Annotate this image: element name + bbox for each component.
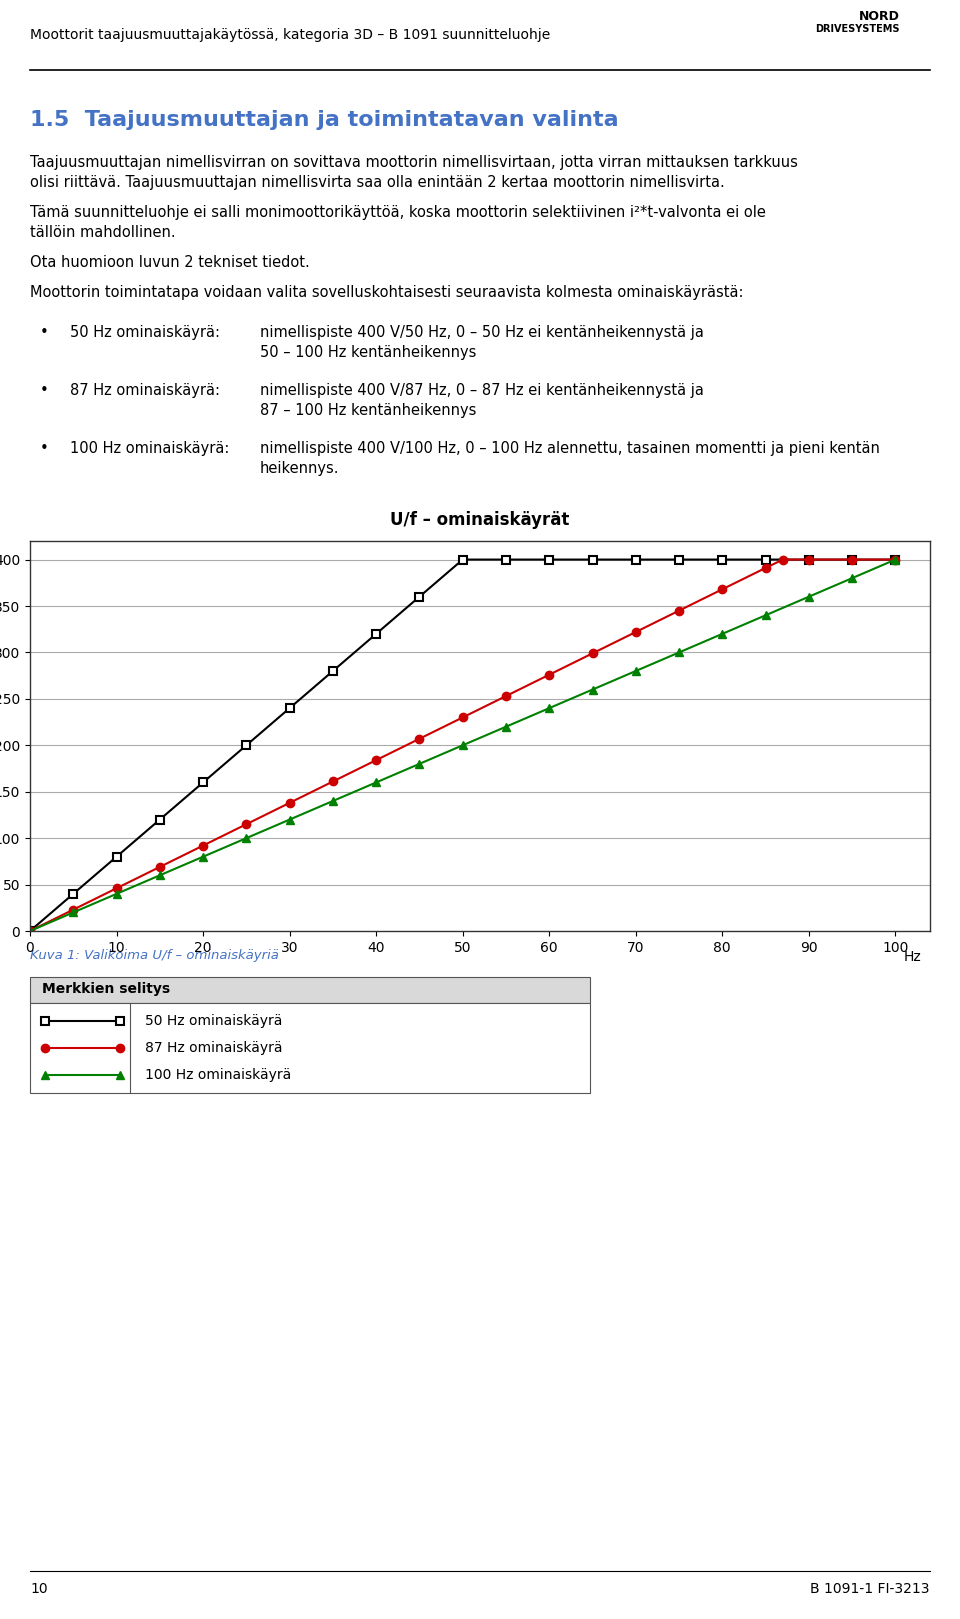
Text: Merkkien selitys: Merkkien selitys [42,983,170,996]
Text: B 1091-1 FI-3213: B 1091-1 FI-3213 [810,1582,930,1596]
Text: olisi riittävä. Taajuusmuuttajan nimellisvirta saa olla enintään 2 kertaa mootto: olisi riittävä. Taajuusmuuttajan nimelli… [30,175,725,189]
Text: 100 Hz ominaiskäyrä:: 100 Hz ominaiskäyrä: [70,440,229,457]
Text: 50 Hz ominaiskäyrä:: 50 Hz ominaiskäyrä: [70,325,220,340]
Text: Tämä suunnitteluohje ei salli monimoottorikäyttöä, koska moottorin selektiivinen: Tämä suunnitteluohje ei salli monimootto… [30,206,766,220]
Text: Moottorit taajuusmuuttajakäytössä, kategoria 3D – B 1091 suunnitteluohje: Moottorit taajuusmuuttajakäytössä, kateg… [30,28,550,42]
Text: nimellispiste 400 V/87 Hz, 0 – 87 Hz ei kentänheikennystä ja: nimellispiste 400 V/87 Hz, 0 – 87 Hz ei … [260,384,704,398]
Text: 87 Hz ominaiskäyrä: 87 Hz ominaiskäyrä [145,1041,282,1056]
FancyBboxPatch shape [30,976,590,1004]
Text: •: • [40,384,49,398]
Text: Taajuusmuuttajan nimellisvirran on sovittava moottorin nimellisvirtaan, jotta vi: Taajuusmuuttajan nimellisvirran on sovit… [30,155,798,170]
Text: 10: 10 [30,1582,48,1596]
Text: Ota huomioon luvun 2 tekniset tiedot.: Ota huomioon luvun 2 tekniset tiedot. [30,256,310,270]
Text: DRIVESYSTEMS: DRIVESYSTEMS [815,24,900,34]
Text: Hz: Hz [904,950,922,963]
Text: 87 Hz ominaiskäyrä:: 87 Hz ominaiskäyrä: [70,384,220,398]
Text: Kuva 1: Valikoima U/f – ominaiskäyriä: Kuva 1: Valikoima U/f – ominaiskäyriä [30,949,278,962]
Text: U/f – ominaiskäyrät: U/f – ominaiskäyrät [391,512,569,529]
Text: •: • [40,440,49,457]
Text: nimellispiste 400 V/100 Hz, 0 – 100 Hz alennettu, tasainen momentti ja pieni ken: nimellispiste 400 V/100 Hz, 0 – 100 Hz a… [260,440,880,457]
Text: 50 Hz ominaiskäyrä: 50 Hz ominaiskäyrä [145,1013,282,1028]
Text: NORD: NORD [859,10,900,23]
FancyBboxPatch shape [30,1004,590,1093]
Text: •: • [40,325,49,340]
Text: 100 Hz ominaiskäyrä: 100 Hz ominaiskäyrä [145,1069,291,1081]
Text: nimellispiste 400 V/50 Hz, 0 – 50 Hz ei kentänheikennystä ja: nimellispiste 400 V/50 Hz, 0 – 50 Hz ei … [260,325,704,340]
Text: 87 – 100 Hz kentänheikennys: 87 – 100 Hz kentänheikennys [260,403,476,418]
Text: 50 – 100 Hz kentänheikennys: 50 – 100 Hz kentänheikennys [260,345,476,359]
Text: tällöin mahdollinen.: tällöin mahdollinen. [30,225,176,240]
Text: heikennys.: heikennys. [260,461,340,476]
Text: Moottorin toimintatapa voidaan valita sovelluskohtaisesti seuraavista kolmesta o: Moottorin toimintatapa voidaan valita so… [30,285,743,300]
Text: 1.5  Taajuusmuuttajan ja toimintatavan valinta: 1.5 Taajuusmuuttajan ja toimintatavan va… [30,110,618,130]
